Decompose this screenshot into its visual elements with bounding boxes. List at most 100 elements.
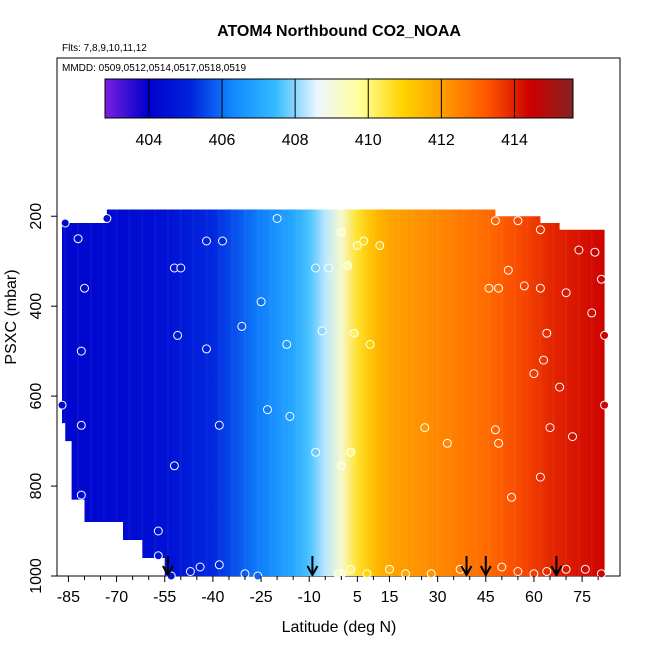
sample-point — [555, 382, 565, 392]
sample-point — [352, 241, 362, 250]
surface-marker-arrow — [306, 556, 319, 578]
sample-point — [545, 423, 555, 433]
colorbar-tick-label: 412 — [428, 132, 455, 149]
sample-point — [362, 569, 372, 579]
sample-point — [282, 339, 292, 349]
sample-point — [169, 461, 179, 471]
x-tick-label: -70 — [105, 589, 128, 606]
colorbar-tick-label: 406 — [209, 132, 236, 149]
x-tick-label: -40 — [201, 589, 224, 606]
sample-point — [442, 438, 452, 448]
curtain-layer — [62, 209, 605, 576]
sample-point — [497, 562, 507, 572]
sample-point — [311, 447, 321, 457]
sample-point — [324, 263, 333, 273]
sample-point — [568, 432, 577, 442]
sample-point — [237, 321, 247, 331]
x-tick-label: 75 — [573, 589, 591, 606]
sample-point — [176, 263, 186, 273]
flights-note: Flts: 7,8,9,10,11,12 — [62, 43, 147, 54]
sample-point — [359, 236, 369, 246]
y-tick-label: 200 — [28, 203, 45, 230]
surface-marker-head — [479, 565, 492, 578]
y-tick-label: 600 — [28, 383, 45, 410]
sample-point — [490, 425, 500, 435]
sample-point — [76, 490, 86, 500]
surface-marker-head — [460, 565, 473, 578]
sample-point — [202, 344, 211, 354]
sample-point — [375, 241, 385, 250]
surface-marker-head — [550, 565, 563, 578]
sample-point — [333, 569, 343, 579]
sample-point — [57, 400, 67, 410]
colorbar-gradient — [104, 78, 574, 119]
sample-point — [336, 227, 346, 237]
sample-point — [349, 328, 359, 338]
chart-title: ATOM4 Northbound CO2_NOAA — [217, 23, 461, 40]
x-tick-label: 45 — [477, 589, 495, 606]
sample-point — [590, 247, 600, 257]
x-tick-label: -25 — [249, 589, 272, 606]
y-tick-label: 400 — [28, 293, 45, 320]
x-tick-label: 15 — [381, 589, 399, 606]
sample-point — [272, 214, 282, 223]
x-axis-label: Latitude (deg N) — [282, 619, 397, 636]
colorbar-tick-label: 410 — [355, 132, 382, 149]
x-tick-label: -85 — [57, 589, 80, 606]
sample-point — [153, 526, 163, 536]
sample-point — [76, 346, 86, 356]
sample-point — [580, 564, 590, 574]
surface-marker-arrow — [162, 556, 174, 578]
colorbar-tick-label: 408 — [282, 132, 309, 149]
sample-point — [365, 339, 375, 349]
colorbar-ticks: 404 406 408 410 412 414 — [136, 79, 528, 149]
sample-point — [311, 263, 321, 273]
sample-point — [494, 438, 504, 448]
surface-marker-head — [306, 565, 319, 578]
sample-point — [561, 564, 571, 574]
y-axis: 200 400 600 800 1000 — [28, 203, 57, 594]
sample-point — [185, 567, 195, 576]
sample-point — [513, 216, 523, 226]
surface-marker-head — [162, 565, 174, 578]
sample-point — [317, 326, 327, 336]
y-tick-label: 800 — [28, 473, 45, 500]
sample-point — [346, 564, 356, 574]
sample-point — [102, 214, 112, 223]
sample-point — [513, 567, 523, 576]
sample-point — [587, 308, 597, 318]
sample-point — [503, 265, 513, 275]
sample-point — [539, 355, 549, 365]
colorbar: 404 406 408 410 412 414 — [104, 78, 574, 149]
sample-point — [535, 225, 545, 235]
colorbar-tick-label: 414 — [501, 132, 528, 149]
sample-point — [484, 283, 494, 293]
surface-markers-layer — [162, 556, 563, 578]
sample-point — [574, 245, 584, 255]
sample-point — [343, 261, 353, 271]
sample-point — [253, 571, 263, 581]
sample-point — [596, 569, 606, 579]
sample-point — [214, 560, 224, 570]
sample-point — [256, 297, 266, 307]
sample-point — [73, 234, 83, 244]
sample-point — [420, 423, 430, 433]
sample-point — [600, 330, 610, 340]
sample-point — [60, 218, 70, 228]
sample-point — [218, 236, 227, 246]
sample-point — [336, 461, 346, 471]
x-tick-label: -55 — [153, 589, 176, 606]
sample-point — [153, 551, 163, 561]
colorbar-tick-label: 404 — [136, 132, 163, 149]
sample-point — [494, 283, 504, 293]
x-axis: -85 -70 -55 -40 -25 -10 5 15 30 45 60 75 — [57, 576, 599, 606]
x-tick-label: 5 — [353, 589, 362, 606]
surface-marker-arrow — [550, 556, 563, 578]
y-tick-label: 1000 — [28, 558, 45, 594]
x-tick-label: 30 — [429, 589, 447, 606]
sample-point — [542, 567, 552, 576]
sample-point — [80, 283, 89, 293]
sample-point — [214, 420, 224, 430]
